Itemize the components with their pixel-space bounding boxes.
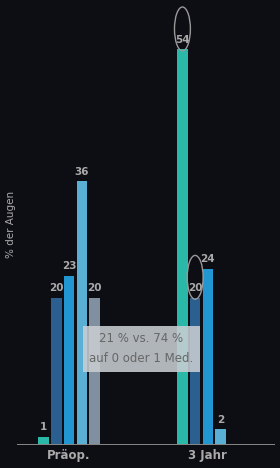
Y-axis label: % der Augen: % der Augen (6, 191, 16, 258)
Text: 23: 23 (62, 262, 76, 271)
Bar (177, 50, 188, 444)
Bar (38, 437, 49, 444)
Text: 54: 54 (175, 35, 190, 45)
Bar (190, 298, 200, 444)
Text: 36: 36 (74, 167, 89, 176)
Bar (64, 276, 74, 444)
Text: 2: 2 (217, 415, 224, 425)
Text: 1: 1 (40, 422, 47, 432)
Text: 20: 20 (87, 284, 102, 293)
Text: 20: 20 (49, 284, 64, 293)
Bar (203, 269, 213, 444)
Bar (215, 429, 226, 444)
Bar (51, 298, 62, 444)
Text: 24: 24 (200, 254, 215, 264)
Bar (89, 298, 100, 444)
Bar (76, 181, 87, 444)
Text: 21 % vs. 74 %
auf 0 oder 1 Med.: 21 % vs. 74 % auf 0 oder 1 Med. (89, 332, 193, 366)
Text: 20: 20 (188, 284, 202, 293)
